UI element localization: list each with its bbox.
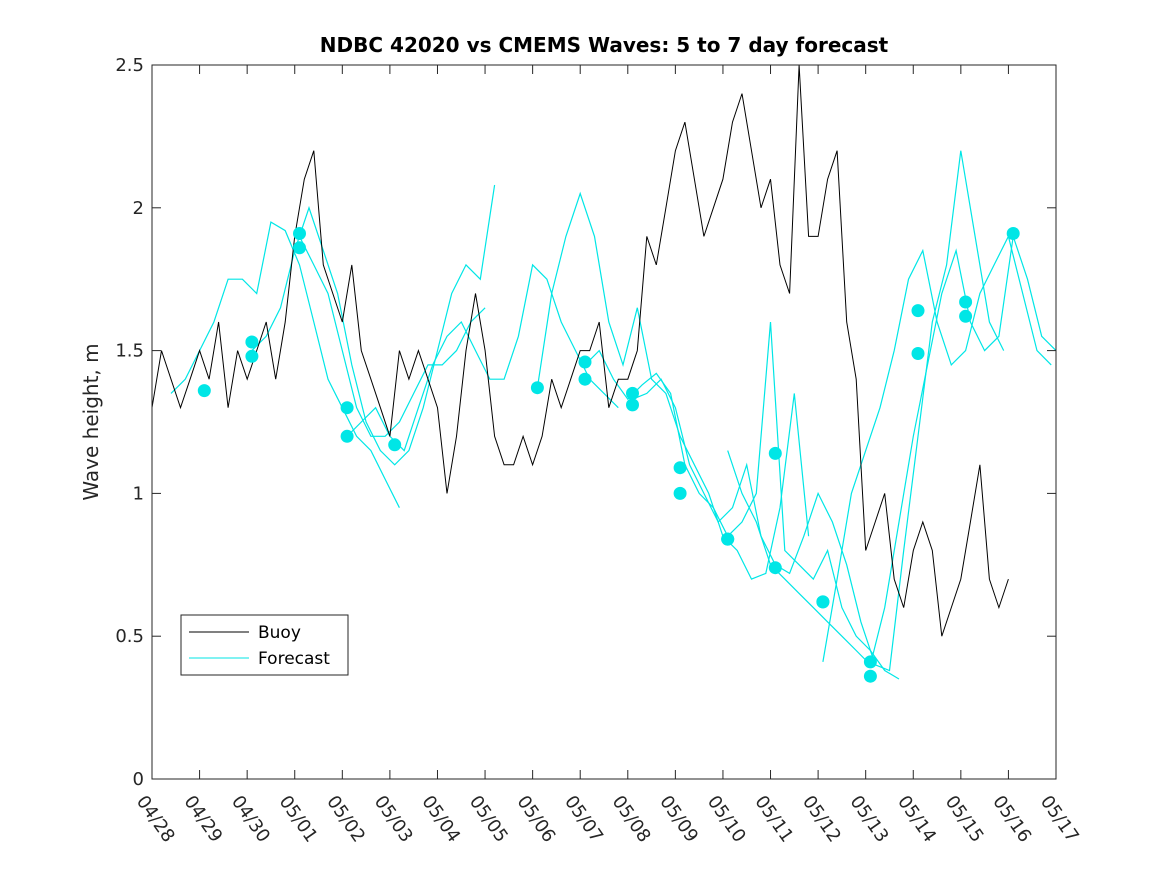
- axes-box: [151, 64, 1057, 780]
- forecast-start-marker: [293, 241, 306, 255]
- legend-box: [180, 614, 349, 676]
- legend-buoy-label: Buoy: [258, 623, 301, 643]
- y-tick-label: 1.5: [115, 341, 144, 362]
- forecast-start-marker: [1006, 227, 1020, 240]
- chart-title: NDBC 42020 vs CMEMS Waves: 5 to 7 day fo…: [320, 33, 889, 57]
- forecast-run-line-3: [298, 236, 486, 437]
- forecast-start-marker: [673, 486, 687, 500]
- forecast-start-marker: [197, 384, 211, 398]
- forecast-start-marker: [578, 355, 592, 369]
- forecast-start-marker: [340, 429, 354, 443]
- forecast-start-marker: [578, 372, 592, 386]
- y-tick-label: 2.5: [115, 55, 144, 76]
- forecast-run-line-1: [170, 221, 400, 508]
- forecast-run-line-7: [632, 150, 1005, 672]
- y-tick-label: 0: [133, 769, 144, 790]
- forecast-start-marker: [816, 595, 830, 609]
- series-layer: [151, 64, 1057, 683]
- forecast-start-marker: [340, 401, 354, 415]
- forecast-start-marker: [626, 386, 639, 400]
- forecast-start-marker: [863, 669, 877, 683]
- legend: Buoy Forecast: [180, 614, 349, 676]
- forecast-start-marker: [911, 304, 925, 318]
- forecast-start-marker: [626, 398, 639, 412]
- y-tick-label: 2: [133, 198, 144, 219]
- forecast-start-marker: [721, 532, 735, 546]
- legend-forecast-label: Forecast: [258, 649, 330, 669]
- forecast-start-marker: [768, 446, 782, 460]
- forecast-start-marker: [959, 309, 973, 323]
- forecast-start-marker: [530, 381, 544, 395]
- forecast-start-marker: [245, 349, 259, 363]
- y-tick-label: 0.5: [115, 626, 144, 647]
- y-tick-label: 1: [133, 483, 144, 504]
- forecast-run-line-5: [536, 191, 810, 580]
- forecast-start-marker: [293, 227, 306, 240]
- forecast-start-marker: [673, 461, 687, 475]
- forecast-run-line-8: [727, 236, 1057, 666]
- forecast-start-marker: [768, 561, 782, 575]
- forecast-run-line-4: [346, 263, 619, 452]
- forecast-start-marker: [863, 655, 877, 669]
- y-axis-label: Wave height, m: [79, 343, 103, 500]
- forecast-start-marker: [388, 438, 402, 452]
- forecast-start-marker: [245, 335, 259, 349]
- forecast-start-marker: [911, 347, 925, 360]
- forecast-start-marker: [959, 295, 973, 309]
